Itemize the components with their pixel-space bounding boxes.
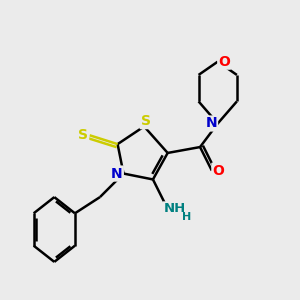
Text: S: S bbox=[78, 128, 88, 142]
Text: O: O bbox=[212, 164, 224, 178]
Text: O: O bbox=[218, 55, 230, 69]
Text: S: S bbox=[141, 114, 151, 128]
Text: H: H bbox=[182, 212, 191, 222]
Text: NH: NH bbox=[163, 202, 186, 215]
Text: N: N bbox=[111, 167, 123, 181]
Text: N: N bbox=[206, 116, 217, 130]
